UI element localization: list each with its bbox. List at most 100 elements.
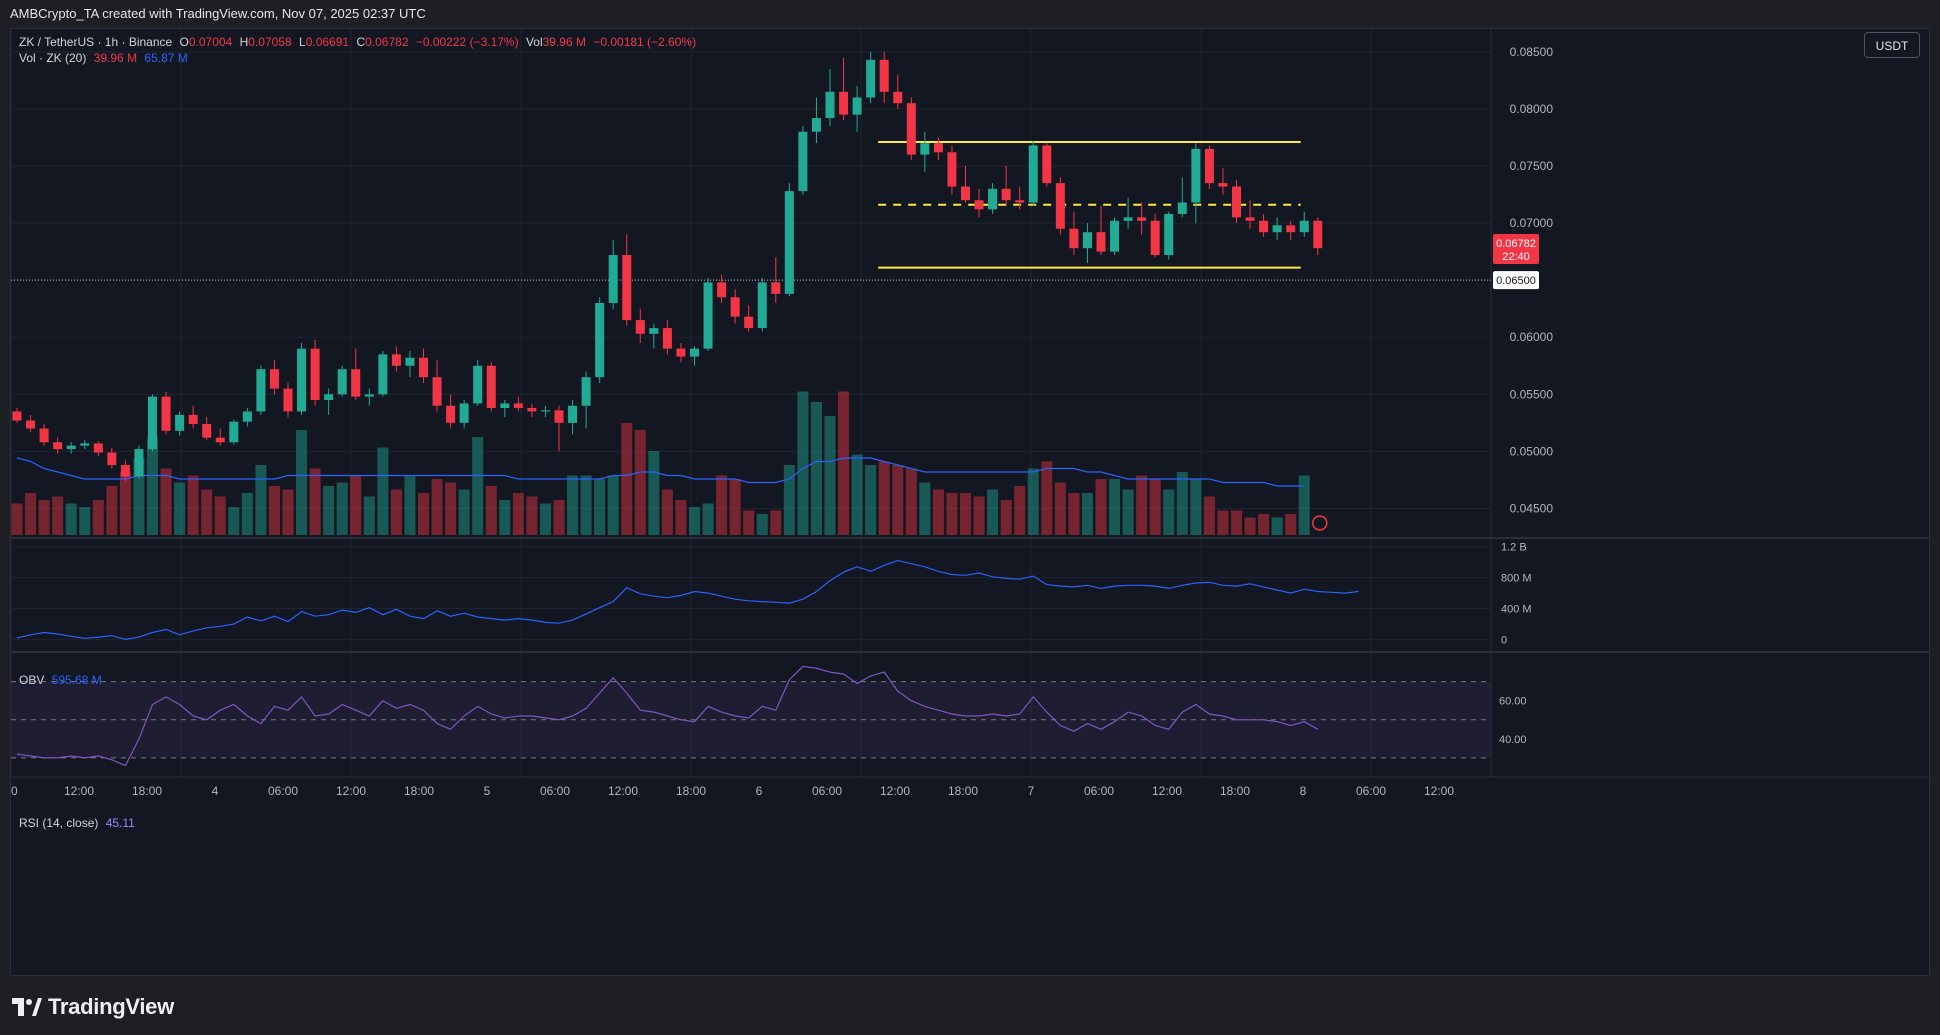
volume-bar xyxy=(485,486,497,535)
candle-body xyxy=(1218,183,1228,187)
volume-bar xyxy=(431,479,443,535)
volume-bar xyxy=(661,489,673,535)
candle-body xyxy=(256,369,266,412)
attribution-text: AMBCrypto_TA created with TradingView.co… xyxy=(10,6,426,21)
currency-button[interactable]: USDT xyxy=(1864,32,1920,58)
rsi-line xyxy=(16,665,1319,767)
low-value: 0.06691 xyxy=(305,35,350,49)
candle-body xyxy=(690,348,699,357)
price-tick-label: 0.07000 xyxy=(1510,216,1554,230)
chart-canvas[interactable]: 0.08500 0.08000 0.07500 0.07000 0.06000 0.055… xyxy=(11,29,1929,975)
candle-body xyxy=(717,282,727,298)
volume-bar xyxy=(106,486,118,535)
time-tick-label: 06:00 xyxy=(268,784,298,798)
volume-bar xyxy=(1014,486,1026,535)
time-tick-label: 18:00 xyxy=(676,784,706,798)
candle-body xyxy=(391,354,401,366)
candle-body xyxy=(568,405,578,423)
candle-body xyxy=(1204,148,1214,184)
ohlc-legend: ZK / TetherUS · 1h · Binance O0.07004 H0… xyxy=(19,35,700,49)
candle-body xyxy=(215,437,225,443)
candle-body xyxy=(554,410,564,423)
volume-bar xyxy=(716,475,728,535)
volume-bar xyxy=(539,503,551,535)
high-label: H xyxy=(239,35,249,49)
volume-bar xyxy=(1244,517,1256,535)
volume-bar xyxy=(38,500,50,535)
volume-bar xyxy=(1081,493,1093,535)
volume-bar xyxy=(675,500,687,535)
volume-bar xyxy=(743,510,755,535)
volume-bar xyxy=(1258,514,1270,535)
volume-bar xyxy=(160,468,172,535)
candle-body xyxy=(134,449,144,477)
volume-bar xyxy=(350,475,362,535)
candle-body xyxy=(120,465,130,477)
candle-body xyxy=(866,59,876,98)
volume-bar xyxy=(634,430,646,535)
time-tick-label: 12:00 xyxy=(1424,784,1454,798)
price-tick-label: 0.04500 xyxy=(1510,501,1554,515)
candle-countdown-label: 22:40 xyxy=(1502,251,1530,263)
obv-tick-label: 400 M xyxy=(1501,604,1532,616)
candle-body xyxy=(1028,145,1038,203)
candle-body xyxy=(80,443,90,446)
volume-bar xyxy=(838,391,850,535)
symbol-label[interactable]: ZK / TetherUS · 1h · Binance xyxy=(19,35,173,49)
volume-indicator-label[interactable]: Vol · ZK (20) xyxy=(19,51,87,65)
candle-body xyxy=(635,320,645,334)
obv-label[interactable]: OBV xyxy=(19,673,45,687)
candle-body xyxy=(39,428,49,443)
rsi-value: 45.11 xyxy=(105,816,135,830)
candle-body xyxy=(500,403,510,409)
attribution-bar: AMBCrypto_TA created with TradingView.co… xyxy=(0,0,1940,28)
volume-bar xyxy=(79,507,91,535)
volume-bar xyxy=(309,468,321,535)
candle-body xyxy=(527,408,537,412)
obv-value: 595.68 M xyxy=(51,673,102,687)
candle-body xyxy=(161,396,171,431)
rsi-label[interactable]: RSI (14, close) xyxy=(19,816,99,830)
candle-body xyxy=(730,297,740,317)
candle-body xyxy=(26,420,36,429)
candle-body xyxy=(961,186,970,201)
volume-bar xyxy=(594,479,606,535)
candle-body xyxy=(839,91,849,115)
time-tick-label: 18:00 xyxy=(132,784,162,798)
candle-body xyxy=(1042,145,1052,184)
volume-bar xyxy=(973,496,985,535)
volume-indicator-value: 39.96 M xyxy=(93,51,138,65)
volume-bar xyxy=(1122,489,1134,535)
volume-bar xyxy=(133,458,145,535)
candle-body xyxy=(1123,217,1133,221)
candle-body xyxy=(188,414,198,424)
time-tick-label: 06:00 xyxy=(1084,784,1114,798)
volume-bar xyxy=(241,493,253,535)
time-tick-label: 6 xyxy=(756,784,763,798)
volume-bar xyxy=(1149,479,1161,535)
price-tick-label: 0.07500 xyxy=(1510,159,1554,173)
candle-body xyxy=(378,354,388,395)
volume-bar xyxy=(892,465,904,535)
volume-bar xyxy=(363,496,375,535)
volume-bar xyxy=(201,489,213,535)
price-tick-label: 0.05000 xyxy=(1510,444,1554,458)
volume-bar xyxy=(905,468,917,535)
volume-bar xyxy=(268,486,280,535)
volume-bar xyxy=(1217,510,1229,535)
obv-line xyxy=(16,559,1359,641)
chart-area[interactable]: 0.08500 0.08000 0.07500 0.07000 0.06000 0.055… xyxy=(10,28,1930,976)
volume-bar xyxy=(729,479,741,535)
tradingview-logo[interactable]: TradingView xyxy=(12,994,174,1020)
volume-bar xyxy=(607,475,619,535)
candle-body xyxy=(1191,148,1201,203)
candle-body xyxy=(66,445,76,450)
candle-body xyxy=(473,365,483,404)
volume-bar xyxy=(472,437,484,535)
candle-body xyxy=(893,91,903,104)
vol-label: Vol xyxy=(525,35,543,49)
candle-body xyxy=(432,377,442,406)
volume-bar xyxy=(1163,489,1175,535)
candle-body xyxy=(310,348,320,401)
volume-bar xyxy=(1190,479,1202,535)
